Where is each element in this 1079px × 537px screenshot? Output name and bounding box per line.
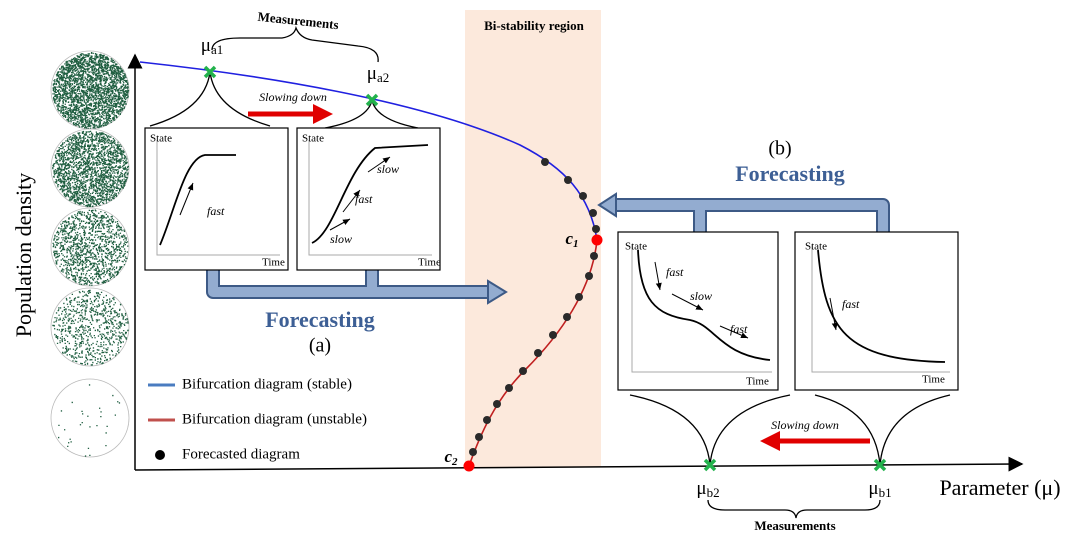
forecasting-label: Forecasting (735, 161, 845, 186)
forecast-dot (592, 225, 600, 233)
panel-label: (a) (309, 335, 331, 357)
mu-a1-label: μa1 (201, 35, 223, 57)
inset-label: State (625, 241, 647, 253)
legend-swatch (155, 450, 165, 460)
measurements-label: Measurements (754, 518, 835, 533)
inset-label: State (805, 241, 827, 253)
measurements-label: Measurements (257, 9, 339, 32)
label-part: 2 (451, 456, 458, 468)
forecast-dot (575, 293, 583, 301)
legend-label: Forecasted diagram (182, 446, 300, 462)
density-circle (51, 379, 129, 457)
forecast-dot (590, 252, 598, 260)
inset-note: slow (330, 232, 352, 246)
label-part: a2 (377, 70, 389, 85)
forecast-dot (519, 367, 527, 375)
mu-a2-label: μa2 (367, 63, 389, 85)
y-axis-label: Population density (11, 173, 36, 337)
label-part: μ (696, 478, 706, 499)
c2-label: c2 (444, 447, 458, 468)
inset-label: Time (922, 374, 945, 386)
density-circles (51, 51, 129, 457)
inset-note: fast (207, 204, 225, 218)
label-part: b1 (879, 485, 892, 500)
c1-point (592, 235, 603, 246)
legend-label: Bifurcation diagram (unstable) (182, 411, 367, 427)
mu-b1-label: μb1 (868, 478, 891, 500)
forecast-dot (549, 331, 557, 339)
inset-label: Time (418, 257, 441, 269)
inset-note: fast (355, 192, 373, 206)
inset-note: fast (730, 322, 748, 336)
inset-note: slow (690, 289, 712, 303)
legend-label: Bifurcation diagram (stable) (182, 376, 352, 392)
inset-label: Time (262, 257, 285, 269)
inset-label: State (302, 133, 324, 145)
forecast-dot (493, 400, 501, 408)
inset (618, 232, 778, 390)
c2-point (464, 461, 475, 472)
brace (150, 72, 270, 126)
forecast-dot (579, 192, 587, 200)
forecast-dot (541, 158, 549, 166)
region-label: Bi-stability region (484, 18, 585, 33)
forecast-dot (505, 384, 513, 392)
pipe-head (599, 194, 616, 216)
forecasting-label: Forecasting (265, 307, 375, 332)
label-part: μ (367, 63, 377, 84)
inset-label: State (150, 133, 172, 145)
brace (212, 28, 378, 62)
label-part: 1 (573, 238, 579, 250)
label-part: μ (201, 35, 211, 56)
forecast-dot (483, 416, 491, 424)
inset (795, 232, 958, 390)
inset-label: Time (746, 376, 769, 388)
mu-b2-label: μb2 (696, 478, 719, 500)
inset-note: slow (377, 162, 399, 176)
brace (708, 500, 880, 518)
forecast-dot (563, 313, 571, 321)
inset-note: fast (842, 297, 860, 311)
label-part: μ (868, 478, 878, 499)
forecasting-pipe (213, 268, 492, 292)
forecast-dot (534, 349, 542, 357)
label-part: b2 (707, 485, 720, 500)
diagram: Bi-stability region Population density P… (0, 0, 1079, 537)
brace (325, 100, 418, 128)
slowing-label: Slowing down (259, 90, 327, 104)
forecast-dot (585, 272, 593, 280)
inset-note: fast (666, 265, 684, 279)
inset (145, 128, 288, 270)
label-part: a1 (211, 42, 223, 57)
brace (630, 395, 790, 465)
forecast-dot (469, 448, 477, 456)
forecasting-pipe (612, 205, 883, 232)
forecast-dot (589, 209, 597, 217)
bistability-region (465, 10, 601, 467)
forecast-dot (475, 433, 483, 441)
panel-label: (b) (768, 138, 791, 160)
forecast-dot (564, 176, 572, 184)
slowing-label: Slowing down (771, 418, 839, 432)
x-axis-label: Parameter (μ) (939, 475, 1060, 500)
